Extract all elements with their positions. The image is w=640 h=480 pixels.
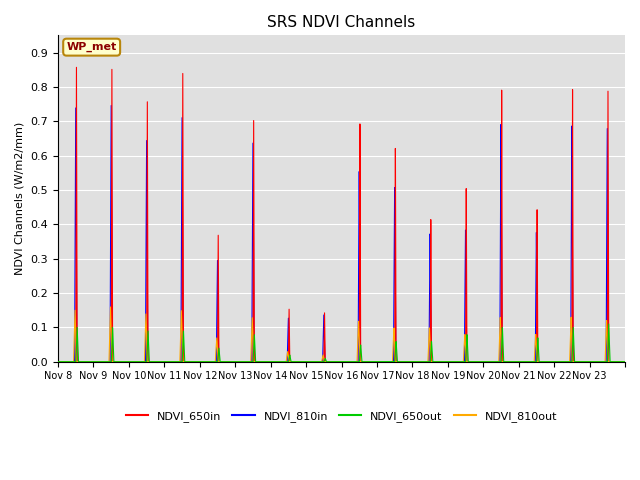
Text: WP_met: WP_met: [67, 42, 116, 52]
Title: SRS NDVI Channels: SRS NDVI Channels: [268, 15, 415, 30]
Legend: NDVI_650in, NDVI_810in, NDVI_650out, NDVI_810out: NDVI_650in, NDVI_810in, NDVI_650out, NDV…: [122, 407, 562, 426]
Y-axis label: NDVI Channels (W/m2/mm): NDVI Channels (W/m2/mm): [15, 122, 25, 275]
